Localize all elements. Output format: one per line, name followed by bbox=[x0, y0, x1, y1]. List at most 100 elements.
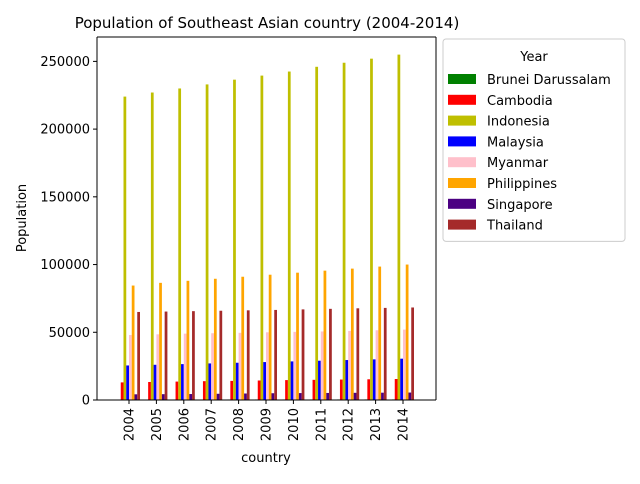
bar bbox=[296, 273, 299, 400]
y-tick-label: 50000 bbox=[49, 326, 90, 341]
x-tick-label: 2005 bbox=[150, 408, 165, 441]
bar bbox=[299, 393, 302, 400]
bar bbox=[381, 393, 384, 400]
bar bbox=[126, 365, 129, 400]
y-axis-label: Population bbox=[15, 184, 30, 252]
legend-label: Myanmar bbox=[487, 156, 549, 171]
bar bbox=[162, 394, 165, 400]
y-tick-label: 0 bbox=[82, 394, 90, 409]
bar bbox=[348, 331, 351, 400]
bar bbox=[302, 309, 305, 400]
bar bbox=[367, 379, 370, 400]
legend-swatch bbox=[448, 199, 476, 209]
bar bbox=[288, 72, 291, 400]
bar bbox=[148, 382, 151, 400]
bar bbox=[244, 394, 247, 401]
bar bbox=[203, 381, 206, 400]
legend-swatch bbox=[448, 95, 476, 105]
bar bbox=[378, 267, 381, 400]
bar bbox=[258, 381, 261, 401]
y-tick-label: 100000 bbox=[40, 258, 90, 273]
x-tick-label: 2012 bbox=[342, 408, 357, 441]
x-tick-label: 2011 bbox=[314, 408, 329, 441]
bar bbox=[247, 310, 250, 400]
x-axis-label: country bbox=[241, 451, 291, 466]
bar bbox=[406, 265, 409, 400]
bar bbox=[159, 283, 162, 400]
bar bbox=[398, 55, 401, 400]
legend-swatch bbox=[448, 116, 476, 126]
bar bbox=[208, 363, 211, 400]
bar bbox=[219, 311, 222, 400]
bar bbox=[233, 80, 236, 400]
bar bbox=[370, 59, 373, 400]
bar bbox=[313, 380, 316, 400]
bar bbox=[178, 88, 181, 400]
bar bbox=[165, 312, 168, 400]
bar bbox=[266, 332, 269, 400]
bar bbox=[156, 334, 159, 400]
bar bbox=[137, 312, 140, 400]
legend-label: Malaysia bbox=[487, 135, 544, 150]
legend-swatch bbox=[448, 74, 476, 84]
bar bbox=[187, 281, 190, 400]
bar bbox=[340, 380, 343, 400]
bar bbox=[192, 311, 195, 400]
chart-title: Population of Southeast Asian country (2… bbox=[75, 14, 460, 32]
bar bbox=[176, 382, 179, 400]
legend-swatch bbox=[448, 136, 476, 146]
bar bbox=[263, 362, 266, 400]
bar bbox=[376, 330, 379, 400]
y-tick-label: 150000 bbox=[40, 190, 90, 205]
bar bbox=[345, 360, 348, 400]
bar bbox=[326, 393, 329, 400]
bar bbox=[400, 359, 403, 400]
bar bbox=[151, 93, 154, 400]
legend-label: Philippines bbox=[487, 177, 557, 192]
bar bbox=[154, 365, 157, 400]
bar bbox=[124, 97, 127, 400]
bar bbox=[329, 309, 332, 400]
bar bbox=[135, 394, 138, 400]
bar bbox=[324, 271, 327, 400]
bar bbox=[189, 394, 192, 400]
legend-label: Thailand bbox=[486, 219, 543, 234]
bar bbox=[121, 382, 124, 400]
bar bbox=[351, 269, 354, 400]
x-tick-label: 2013 bbox=[369, 408, 384, 441]
y-tick-label: 250000 bbox=[40, 55, 90, 70]
bar bbox=[343, 63, 346, 400]
legend-swatch bbox=[448, 178, 476, 188]
legend-title: Year bbox=[519, 50, 548, 65]
bar bbox=[321, 331, 324, 400]
x-tick-label: 2004 bbox=[123, 408, 138, 441]
x-tick-label: 2009 bbox=[260, 408, 275, 441]
bar bbox=[293, 332, 296, 400]
x-tick-label: 2014 bbox=[397, 408, 412, 441]
bar bbox=[129, 335, 132, 400]
legend-label: Brunei Darussalam bbox=[487, 73, 611, 88]
bar bbox=[411, 307, 414, 400]
bar bbox=[206, 84, 209, 400]
bar bbox=[181, 364, 184, 400]
bar bbox=[318, 361, 321, 400]
bar bbox=[239, 333, 242, 400]
bar bbox=[236, 363, 239, 400]
bar bbox=[403, 330, 406, 400]
legend-label: Cambodia bbox=[487, 94, 553, 109]
x-tick-label: 2006 bbox=[177, 408, 192, 441]
legend-swatch bbox=[448, 220, 476, 230]
bar bbox=[132, 286, 135, 400]
x-tick-label: 2008 bbox=[232, 408, 247, 441]
bar bbox=[214, 279, 217, 400]
bar bbox=[269, 275, 272, 400]
bar bbox=[373, 359, 376, 400]
x-tick-label: 2007 bbox=[205, 408, 220, 441]
bar bbox=[211, 333, 214, 400]
plot-area bbox=[97, 37, 436, 400]
bar bbox=[291, 361, 294, 400]
bar bbox=[356, 308, 359, 400]
